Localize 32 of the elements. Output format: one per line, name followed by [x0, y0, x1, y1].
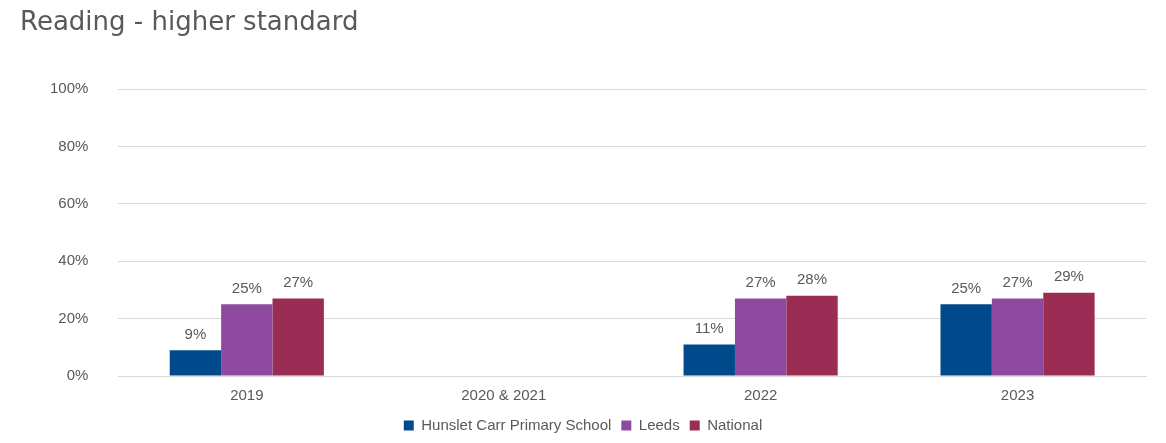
data-label: 9%: [184, 324, 207, 342]
bar: [991, 298, 1044, 376]
data-label: 25%: [951, 278, 982, 296]
data-label: 27%: [283, 273, 314, 291]
legend-label: Hunslet Carr Primary School: [421, 415, 612, 433]
bar: [940, 304, 992, 376]
y-tick-label: 60%: [58, 193, 89, 211]
bar: [1043, 292, 1095, 376]
x-tick-label: 2023: [1000, 386, 1035, 404]
y-tick-label: 20%: [58, 308, 89, 326]
bar: [734, 298, 787, 376]
data-label: 29%: [1053, 267, 1084, 285]
bar: [221, 304, 273, 376]
x-tick-label: 2019: [230, 386, 264, 404]
data-label: 11%: [694, 319, 724, 337]
legend-label: National: [707, 415, 763, 433]
bar: [786, 295, 838, 376]
legend-label: Leeds: [638, 415, 680, 433]
y-tick-label: 100%: [49, 79, 89, 97]
data-label: 27%: [1002, 273, 1033, 291]
data-label: 25%: [231, 278, 262, 296]
x-tick-label: 2020 & 2021: [461, 386, 547, 404]
y-tick-label: 80%: [58, 136, 89, 154]
y-tick-label: 0%: [66, 366, 89, 384]
bar: [683, 344, 735, 376]
chart-title: Reading - higher standard: [20, 6, 359, 36]
bar: [272, 298, 324, 376]
y-tick-label: 40%: [58, 251, 89, 269]
x-tick-label: 2022: [743, 386, 778, 404]
data-label: 27%: [745, 273, 776, 291]
data-label: 28%: [797, 270, 828, 288]
bar: [169, 350, 222, 376]
